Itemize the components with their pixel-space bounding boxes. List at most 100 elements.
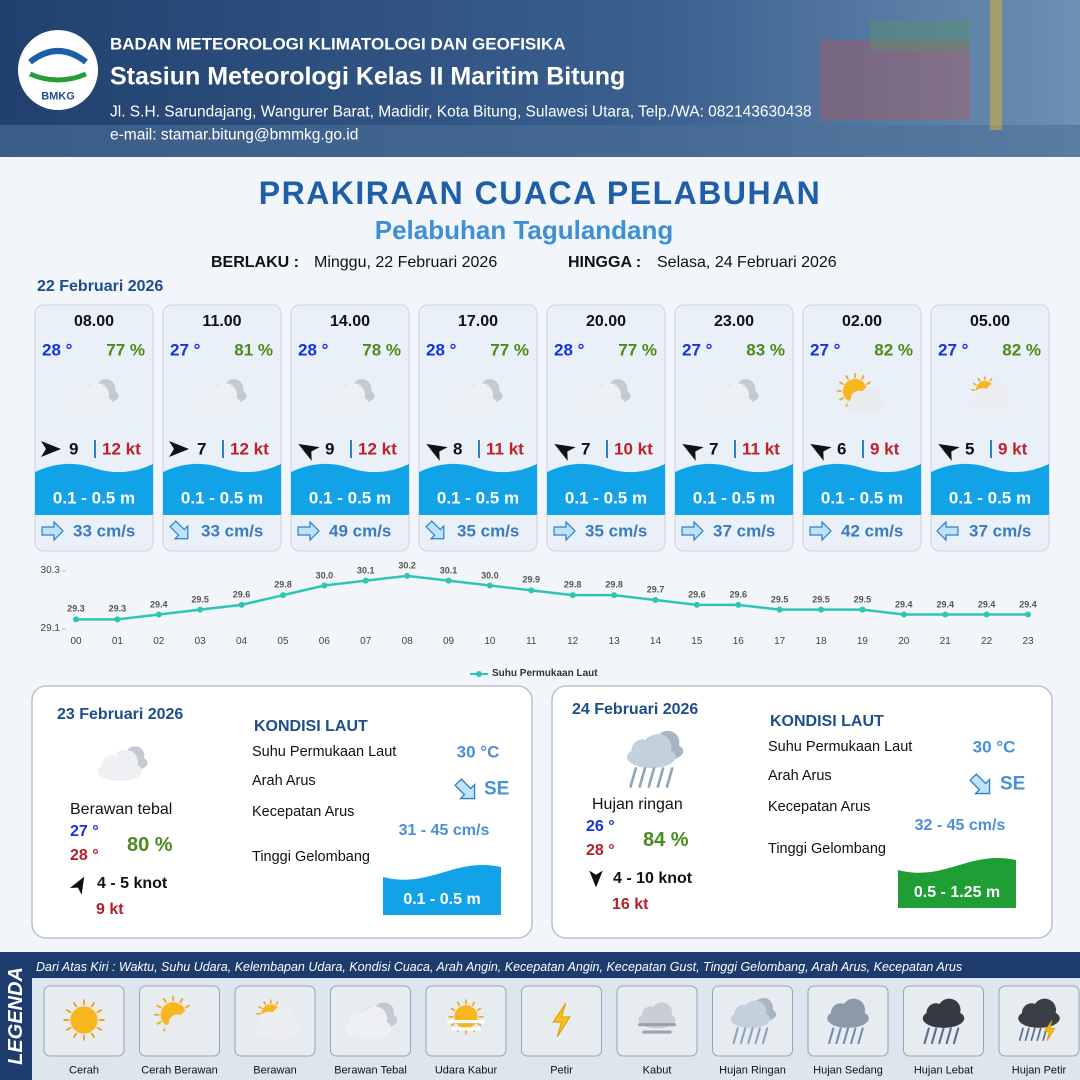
legend-item: Berawan Tebal [334, 1064, 407, 1077]
x-tick-label: 21 [939, 636, 951, 647]
x-tick-label: 16 [732, 636, 744, 647]
icon-part [629, 767, 638, 788]
icon-part [85, 383, 109, 407]
value-label: 29.3 [67, 603, 85, 614]
wave [163, 463, 281, 515]
slot-temp: 27 ° [810, 340, 841, 360]
value-label: 29.4 [936, 599, 954, 609]
weather-icon [325, 379, 375, 414]
gust: 16 kt [612, 896, 649, 913]
slot-current: 35 cm/s [585, 521, 648, 541]
logo-text: BMKG [41, 90, 75, 103]
value-label: 29.5 [191, 594, 209, 605]
x-tick-label: 02 [153, 636, 165, 647]
value-label: 29.5 [812, 594, 830, 605]
wave [35, 463, 153, 515]
icon-part [638, 1023, 676, 1027]
address: Jl. S.H. Sarundajang, Wangurer Barat, Ma… [110, 103, 812, 121]
current-direction: SE [1000, 773, 1026, 795]
valid-to: Selasa, 24 Februari 2026 [657, 254, 837, 271]
wind-speed: 4 - 5 knot [97, 875, 168, 892]
slot-humidity: 82 % [1002, 340, 1041, 360]
icon-part [597, 383, 621, 407]
sea-label: Suhu Permukaan Laut [768, 738, 913, 755]
condition: Hujan ringan [592, 796, 683, 813]
sun [63, 999, 105, 1041]
icon-part [73, 1001, 78, 1008]
sst-point [528, 587, 535, 594]
value-label: 29.8 [605, 579, 623, 590]
value-label: 29.6 [688, 589, 706, 600]
cloud [1018, 998, 1060, 1028]
slot-gust: 9 kt [998, 439, 1028, 459]
slot-gust: 12 kt [102, 439, 141, 459]
page-title: PRAKIRAAN CUACA PELABUHAN [258, 175, 822, 211]
sst-point [859, 606, 866, 613]
container-stack [870, 20, 970, 50]
temp-min: 27 ° [70, 823, 99, 840]
legend-item: Hujan Lebat [913, 1064, 974, 1077]
slot-time: 11.00 [202, 313, 242, 330]
slot-wave: 0.1 - 0.5 m [308, 488, 392, 508]
y-tick-label: 29.1 [40, 623, 60, 634]
icon-part [65, 1026, 72, 1031]
x-tick-label: 22 [981, 636, 993, 647]
cloud [922, 998, 965, 1028]
icon-part [90, 1001, 95, 1008]
rain [629, 767, 674, 788]
gust: 9 kt [96, 901, 124, 918]
separator [94, 440, 96, 458]
weather-icon [63, 999, 105, 1041]
icon-part [952, 1027, 960, 1045]
sst-point [114, 616, 121, 623]
x-tick-label: 10 [484, 636, 496, 647]
humidity: 80 % [127, 834, 173, 856]
legend-item: Petir [550, 1064, 573, 1077]
slot-gust: 9 kt [870, 439, 900, 459]
logo-circle [18, 30, 98, 110]
container-stack [820, 40, 970, 120]
wave [547, 463, 665, 515]
slot-temp: 27 ° [682, 340, 713, 360]
sst-point [611, 592, 618, 599]
wind-arrow [589, 870, 603, 888]
temp-max: 28 ° [586, 842, 615, 859]
wind-arrow [938, 444, 960, 461]
weather-icon [345, 1002, 398, 1039]
icon-part [270, 1006, 296, 1032]
x-tick-label: 04 [236, 636, 248, 647]
current-arrow [297, 520, 320, 542]
value-label: 29.5 [853, 594, 872, 605]
valid-to-label: HINGGA : [568, 254, 642, 271]
icon-part [860, 386, 882, 407]
icon-part [725, 383, 749, 407]
sst-point [73, 616, 79, 623]
current-arrow [454, 778, 476, 800]
icon-part [866, 381, 871, 385]
x-tick-label: 07 [360, 636, 372, 647]
slot-gust: 11 kt [486, 439, 524, 459]
separator [478, 440, 480, 458]
rain [828, 1027, 864, 1045]
x-tick-label: 23 [1022, 636, 1034, 647]
cloud [165, 1009, 205, 1038]
x-tick-label: 11 [526, 636, 537, 647]
icon-part [665, 767, 674, 788]
cloud [197, 383, 241, 414]
value-label: 30.2 [398, 560, 416, 571]
value-label: 29.4 [1019, 599, 1037, 609]
x-tick-label: 19 [856, 636, 868, 647]
icon-part [70, 1006, 98, 1034]
value-label: 29.4 [977, 599, 996, 609]
wind-arrow [169, 441, 189, 457]
slot-temp: 28 ° [298, 340, 329, 360]
sst-point [735, 601, 742, 608]
icon-part [362, 1006, 388, 1032]
cloud [827, 998, 869, 1028]
icon-part [642, 1030, 672, 1034]
slot-temp: 28 ° [426, 340, 457, 360]
logo-arc [28, 48, 88, 65]
slot-wave: 0.1 - 0.5 m [820, 488, 904, 508]
slot-humidity: 83 % [746, 340, 785, 360]
x-tick-label: 17 [774, 636, 786, 647]
